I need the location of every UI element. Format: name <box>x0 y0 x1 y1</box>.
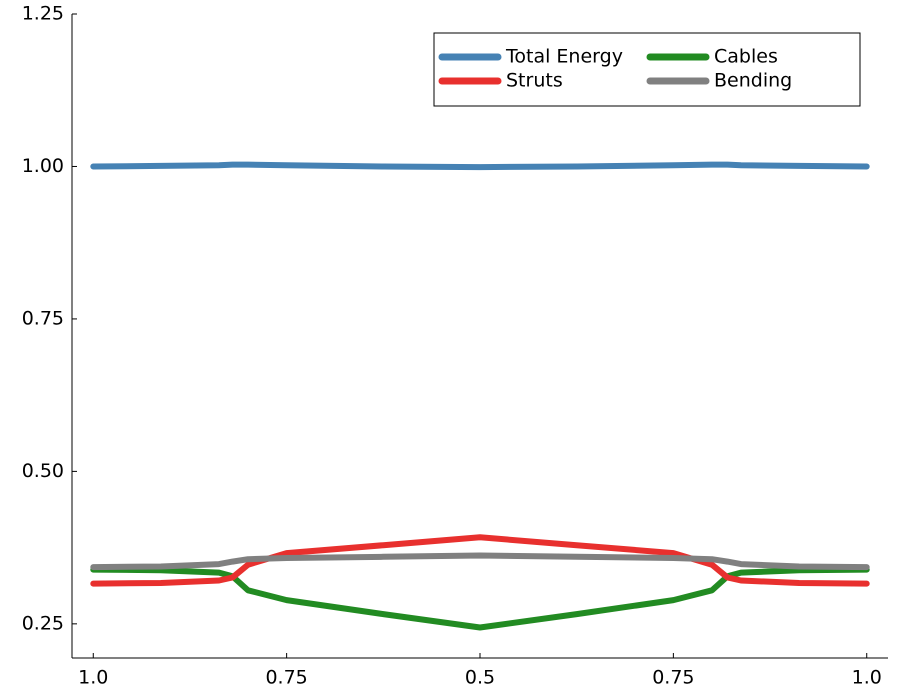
legend-label: Bending <box>714 70 792 92</box>
y-tick-label: 1.25 <box>22 3 64 25</box>
x-tick-label: 0.75 <box>265 667 307 689</box>
line-series <box>90 534 870 587</box>
x-tick-label: 0.75 <box>652 667 694 689</box>
y-tick-label: 1.00 <box>22 155 64 177</box>
line-series <box>90 566 870 631</box>
x-tick-label: 1.0 <box>852 667 882 689</box>
line-series <box>90 552 870 571</box>
y-tick-label: 0.75 <box>22 307 64 329</box>
legend-label: Cables <box>714 46 778 68</box>
y-tick-label: 0.50 <box>22 460 64 482</box>
x-tick-label: 0.5 <box>465 667 495 689</box>
legend: Total Energy Cables Struts Bending <box>433 32 861 107</box>
line-series <box>90 161 870 171</box>
legend-label: Struts <box>506 70 563 92</box>
legend-box <box>433 32 861 107</box>
y-tick-label: 0.25 <box>22 612 64 634</box>
x-tick-label: 1.0 <box>78 667 108 689</box>
legend-label: Total Energy <box>505 46 623 68</box>
